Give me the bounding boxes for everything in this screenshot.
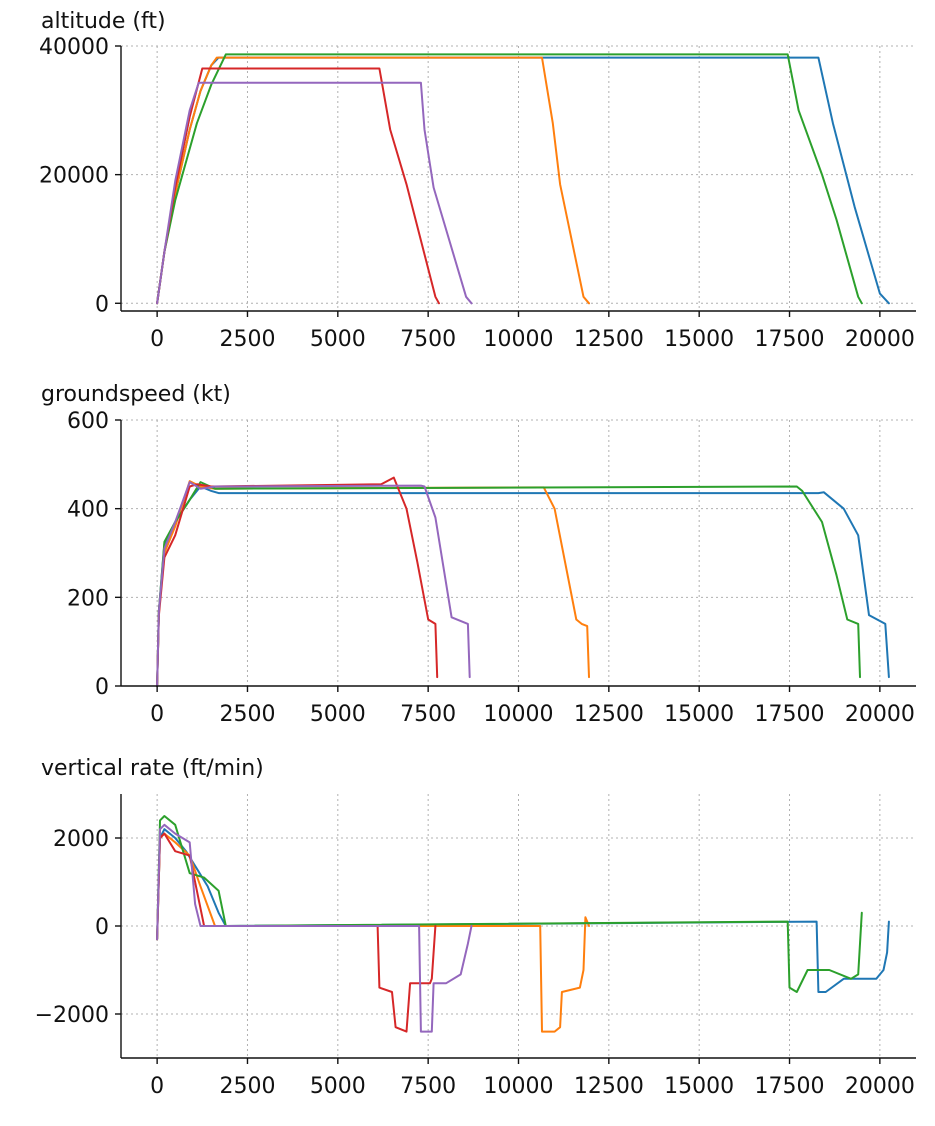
x-tick-label: 0: [150, 702, 164, 727]
y-tick-label: 600: [67, 409, 109, 434]
chart-title: groundspeed (kt): [41, 382, 231, 407]
series-line-5: [156, 81, 473, 305]
chart-title: vertical rate (ft/min): [41, 756, 264, 781]
series-line-3: [156, 815, 863, 993]
x-tick-label: 20000: [845, 327, 915, 352]
x-tick-label: 20000: [845, 702, 915, 727]
series-line-3: [156, 481, 861, 687]
x-tick-label: 12500: [574, 1074, 644, 1099]
y-tick-label: 0: [95, 675, 109, 700]
y-tick-label: 2000: [53, 827, 109, 852]
series-line-1: [156, 485, 890, 687]
x-tick-label: 5000: [310, 1074, 366, 1099]
x-tick-label: 10000: [484, 702, 554, 727]
x-tick-label: 12500: [574, 327, 644, 352]
x-tick-label: 0: [150, 327, 164, 352]
series-line-2: [156, 480, 590, 687]
series-line-3: [156, 53, 863, 305]
x-tick-label: 7500: [400, 702, 456, 727]
x-tick-label: 15000: [664, 1074, 734, 1099]
series-line-4: [156, 67, 440, 305]
altitude-chart: altitude (ft) 0 2500 5000 7500 10000 12500 1500…: [39, 9, 916, 352]
x-tick-label: 10000: [484, 327, 554, 352]
y-tick-label: 20000: [39, 164, 109, 189]
series-line-1: [156, 56, 890, 305]
series-line-5: [156, 481, 471, 687]
x-tick-label: 2500: [219, 702, 275, 727]
series-line-4: [156, 832, 437, 1033]
x-tick-label: 10000: [484, 1074, 554, 1099]
series-line-1: [156, 828, 890, 993]
y-tick-label: 0: [95, 915, 109, 940]
x-tick-label: 0: [150, 1074, 164, 1099]
series-line-2: [156, 56, 590, 305]
x-tick-label: 15000: [664, 327, 734, 352]
y-tick-label: −2000: [35, 1003, 109, 1028]
chart-title: altitude (ft): [41, 9, 166, 34]
x-tick-label: 5000: [310, 327, 366, 352]
x-tick-label: 7500: [400, 327, 456, 352]
x-tick-label: 7500: [400, 1074, 456, 1099]
x-tick-label: 17500: [755, 702, 825, 727]
y-tick-label: 0: [95, 292, 109, 317]
x-tick-label: 20000: [845, 1074, 915, 1099]
series-line-2: [156, 832, 590, 1033]
x-tick-label: 5000: [310, 702, 366, 727]
x-tick-label: 15000: [664, 702, 734, 727]
x-tick-label: 2500: [219, 327, 275, 352]
y-tick-label: 40000: [39, 35, 109, 60]
vertical-rate-chart: vertical rate (ft/min) 0 2500 5000 7500 10000…: [35, 756, 916, 1099]
x-tick-label: 2500: [219, 1074, 275, 1099]
y-tick-label: 400: [67, 498, 109, 523]
series-line-5: [156, 823, 473, 1033]
x-tick-label: 12500: [574, 702, 644, 727]
groundspeed-chart: groundspeed (kt) 0 2500 5000 7500 10000 12500 1…: [41, 382, 916, 727]
x-tick-label: 17500: [755, 327, 825, 352]
x-tick-label: 17500: [755, 1074, 825, 1099]
y-tick-label: 200: [67, 586, 109, 611]
